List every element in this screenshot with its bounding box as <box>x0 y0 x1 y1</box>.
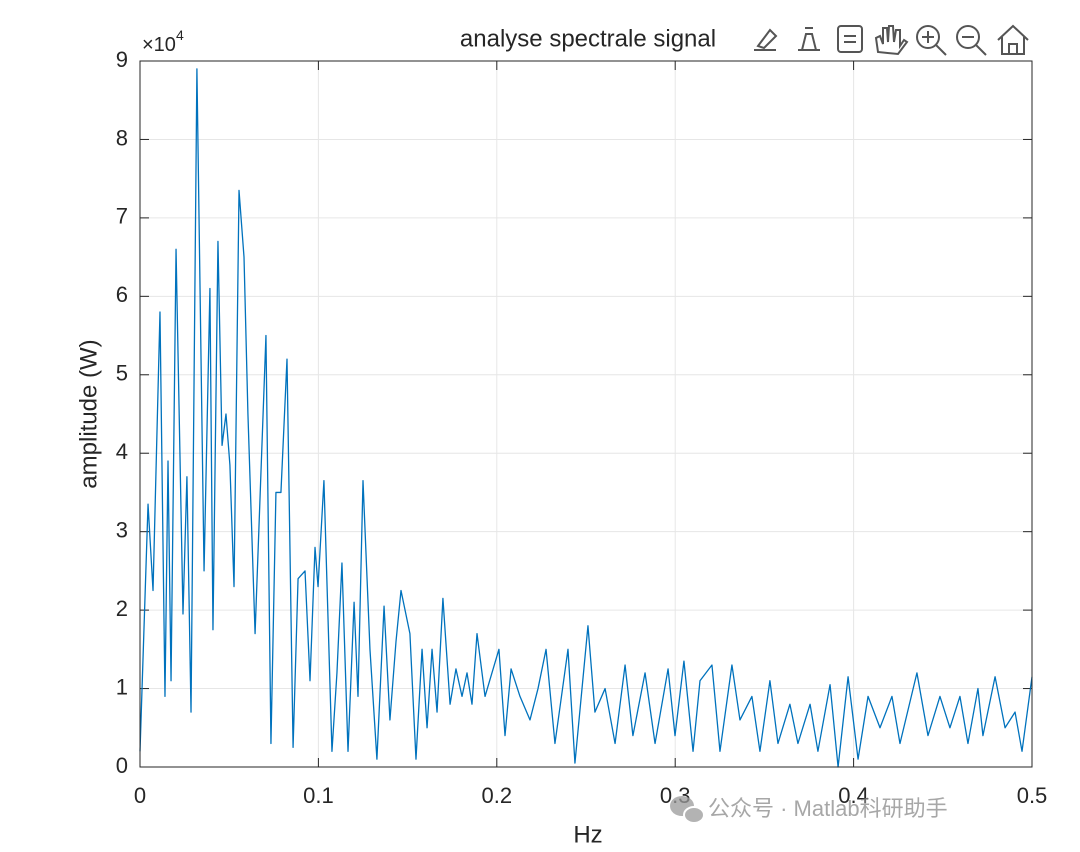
y-tick-label: 7 <box>116 204 128 229</box>
icon <box>844 35 856 43</box>
icon <box>997 24 1029 55</box>
wechat-icon <box>683 806 705 824</box>
y-axis-label: amplitude (W) <box>75 339 102 488</box>
y-tick-label: 2 <box>116 596 128 621</box>
icon <box>837 25 863 53</box>
y-multiplier: ×104 <box>142 27 184 57</box>
home-tool[interactable] <box>997 24 1029 55</box>
multiplier-base: ×10 <box>142 34 176 56</box>
multiplier-exponent: 4 <box>176 27 184 43</box>
data-line <box>139 68 1033 768</box>
y-tick-label: 1 <box>116 674 128 699</box>
icon <box>754 28 778 51</box>
icon <box>956 25 980 49</box>
pan-tool[interactable] <box>874 25 909 56</box>
x-tick-label: 0.5 <box>1017 783 1048 808</box>
icon <box>874 25 909 56</box>
watermark-group: 公众号 · Matlab科研助手 <box>670 796 948 824</box>
legend-tool[interactable] <box>837 25 863 53</box>
x-tick-label: 0.4 <box>838 783 869 808</box>
zoom-out-tool[interactable] <box>956 25 987 56</box>
watermark: 公众号 · Matlab科研助手 <box>708 796 948 821</box>
axes-box <box>139 60 1033 768</box>
y-tick-label: 5 <box>116 361 128 386</box>
data-tip-tool[interactable] <box>798 27 820 51</box>
y-tick-label: 3 <box>116 517 128 542</box>
y-tick-label: 4 <box>116 439 128 464</box>
y-tick-label: 6 <box>116 282 128 307</box>
x-tick-label: 0.1 <box>303 783 334 808</box>
y-tick-label: 8 <box>116 125 128 150</box>
zoom-in-tool[interactable] <box>916 25 947 56</box>
icon <box>922 31 947 56</box>
y-tick-label: 0 <box>116 753 128 778</box>
x-axis-label: Hz <box>573 821 602 848</box>
x-tick-label: 0 <box>134 783 146 808</box>
brush-tool[interactable] <box>754 28 778 51</box>
icon <box>916 25 940 49</box>
toolbar <box>754 24 1029 56</box>
y-tick-label: 9 <box>116 47 128 72</box>
x-tick-label: 0.2 <box>482 783 513 808</box>
icon <box>962 36 987 56</box>
icon <box>798 27 820 51</box>
chart-title: analyse spectrale signal <box>460 25 716 52</box>
